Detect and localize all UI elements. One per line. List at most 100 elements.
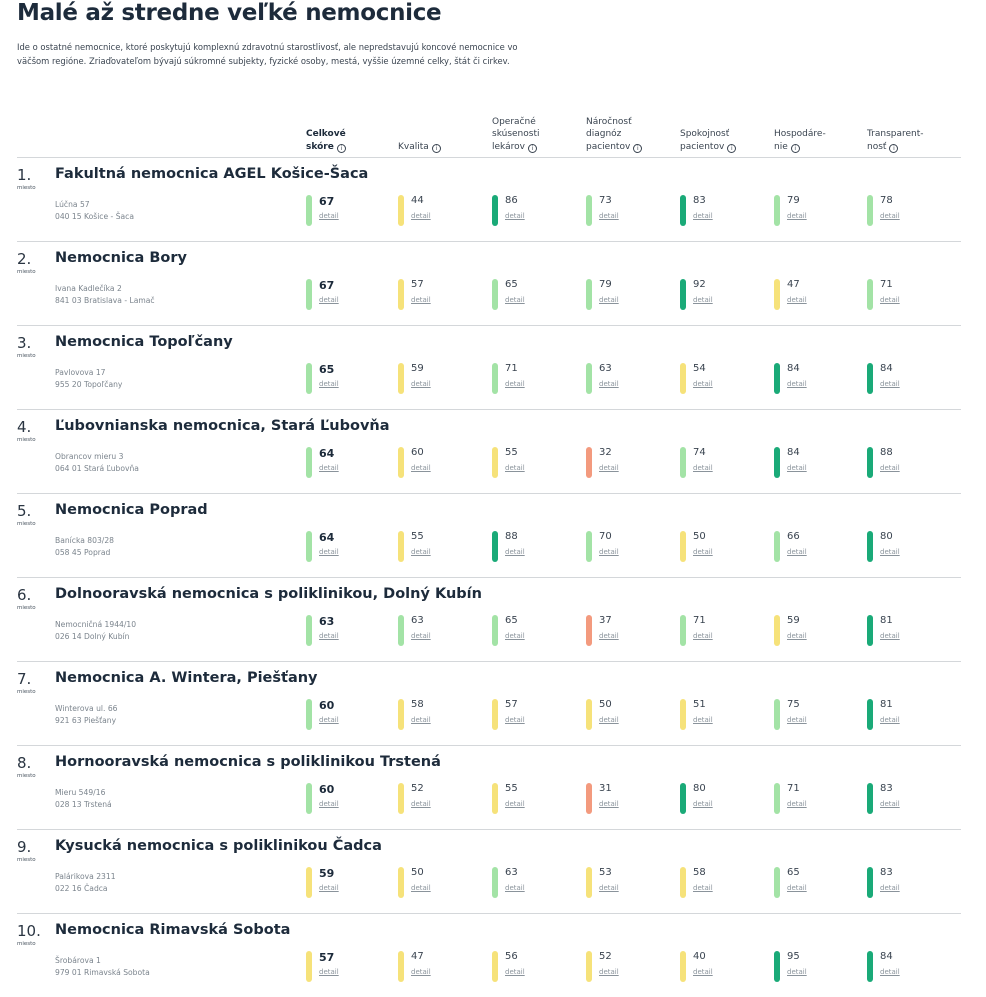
- hospital-name[interactable]: Nemocnica Poprad: [55, 502, 208, 518]
- detail-link[interactable]: detail: [319, 632, 339, 640]
- detail-link[interactable]: detail: [787, 884, 807, 892]
- detail-link[interactable]: detail: [319, 800, 339, 808]
- detail-link[interactable]: detail: [505, 800, 525, 808]
- score-cell-spokojnost-pacientov: 51 detail: [680, 699, 760, 731]
- detail-link[interactable]: detail: [599, 380, 619, 388]
- detail-link[interactable]: detail: [880, 632, 900, 640]
- detail-link[interactable]: detail: [599, 296, 619, 304]
- detail-link[interactable]: detail: [319, 968, 339, 976]
- hospital-name[interactable]: Nemocnica Rimavská Sobota: [55, 922, 291, 938]
- detail-link[interactable]: detail: [880, 212, 900, 220]
- detail-link[interactable]: detail: [693, 548, 713, 556]
- detail-link[interactable]: detail: [505, 212, 525, 220]
- info-icon[interactable]: i: [431, 143, 441, 153]
- detail-link[interactable]: detail: [505, 380, 525, 388]
- detail-link[interactable]: detail: [505, 548, 525, 556]
- detail-link[interactable]: detail: [880, 800, 900, 808]
- detail-link[interactable]: detail: [599, 716, 619, 724]
- detail-link[interactable]: detail: [505, 632, 525, 640]
- detail-link[interactable]: detail: [411, 464, 431, 472]
- hospital-name[interactable]: Hornooravská nemocnica s poliklinikou Tr…: [55, 754, 441, 770]
- detail-link[interactable]: detail: [693, 716, 713, 724]
- hospital-name[interactable]: Dolnooravská nemocnica s poliklinikou, D…: [55, 586, 482, 602]
- detail-link[interactable]: detail: [787, 632, 807, 640]
- score-indicator-bar: [867, 279, 873, 310]
- detail-link[interactable]: detail: [599, 464, 619, 472]
- detail-link[interactable]: detail: [319, 464, 339, 472]
- detail-link[interactable]: detail: [599, 632, 619, 640]
- score-cell-transparentnost: 83 detail: [867, 783, 947, 815]
- detail-link[interactable]: detail: [693, 464, 713, 472]
- info-icon[interactable]: i: [527, 143, 537, 153]
- info-icon[interactable]: i: [633, 143, 643, 153]
- detail-link[interactable]: detail: [319, 296, 339, 304]
- hospital-name[interactable]: Nemocnica A. Wintera, Piešťany: [55, 670, 318, 686]
- detail-link[interactable]: detail: [319, 212, 339, 220]
- detail-link[interactable]: detail: [319, 380, 339, 388]
- detail-link[interactable]: detail: [411, 968, 431, 976]
- detail-link[interactable]: detail: [880, 548, 900, 556]
- detail-link[interactable]: detail: [787, 716, 807, 724]
- detail-link[interactable]: detail: [693, 632, 713, 640]
- detail-link[interactable]: detail: [787, 212, 807, 220]
- score-value: 51: [693, 699, 706, 710]
- score-indicator-bar: [680, 615, 686, 646]
- detail-link[interactable]: detail: [599, 968, 619, 976]
- detail-link[interactable]: detail: [693, 212, 713, 220]
- detail-link[interactable]: detail: [411, 884, 431, 892]
- detail-link[interactable]: detail: [693, 380, 713, 388]
- detail-link[interactable]: detail: [319, 716, 339, 724]
- detail-link[interactable]: detail: [411, 632, 431, 640]
- detail-link[interactable]: detail: [787, 464, 807, 472]
- hospital-name[interactable]: Ľubovnianska nemocnica, Stará Ľubovňa: [55, 418, 390, 434]
- info-icon[interactable]: i: [336, 143, 346, 153]
- detail-link[interactable]: detail: [411, 800, 431, 808]
- column-header-text: Operačné: [492, 116, 536, 127]
- detail-link[interactable]: detail: [505, 884, 525, 892]
- detail-link[interactable]: detail: [693, 800, 713, 808]
- detail-link[interactable]: detail: [693, 884, 713, 892]
- detail-link[interactable]: detail: [599, 884, 619, 892]
- info-icon[interactable]: i: [889, 143, 899, 153]
- hospital-name[interactable]: Fakultná nemocnica AGEL Košice-Šaca: [55, 166, 369, 182]
- detail-link[interactable]: detail: [787, 296, 807, 304]
- detail-link[interactable]: detail: [880, 716, 900, 724]
- column-header-text: Celkové: [306, 129, 346, 139]
- detail-link[interactable]: detail: [880, 968, 900, 976]
- detail-link[interactable]: detail: [787, 968, 807, 976]
- detail-link[interactable]: detail: [599, 548, 619, 556]
- detail-link[interactable]: detail: [693, 296, 713, 304]
- detail-link[interactable]: detail: [880, 884, 900, 892]
- detail-link[interactable]: detail: [505, 296, 525, 304]
- detail-link[interactable]: detail: [505, 968, 525, 976]
- detail-link[interactable]: detail: [880, 296, 900, 304]
- detail-link[interactable]: detail: [880, 380, 900, 388]
- detail-link[interactable]: detail: [411, 296, 431, 304]
- column-header-text: nosť: [867, 141, 887, 152]
- detail-link[interactable]: detail: [505, 716, 525, 724]
- hospital-name[interactable]: Kysucká nemocnica s poliklinikou Čadca: [55, 838, 382, 854]
- detail-link[interactable]: detail: [599, 800, 619, 808]
- score-value: 58: [693, 867, 706, 878]
- detail-link[interactable]: detail: [787, 548, 807, 556]
- detail-link[interactable]: detail: [411, 548, 431, 556]
- detail-link[interactable]: detail: [880, 464, 900, 472]
- detail-link[interactable]: detail: [319, 548, 339, 556]
- detail-link[interactable]: detail: [411, 380, 431, 388]
- detail-link[interactable]: detail: [319, 884, 339, 892]
- detail-link[interactable]: detail: [693, 968, 713, 976]
- hospital-name[interactable]: Nemocnica Bory: [55, 250, 187, 266]
- info-icon[interactable]: i: [727, 143, 737, 153]
- detail-link[interactable]: detail: [787, 800, 807, 808]
- detail-link[interactable]: detail: [787, 380, 807, 388]
- rank-number: 4.: [17, 418, 32, 436]
- row-divider: [17, 913, 961, 914]
- info-icon[interactable]: i: [790, 143, 800, 153]
- detail-link[interactable]: detail: [599, 212, 619, 220]
- detail-link[interactable]: detail: [505, 464, 525, 472]
- detail-link[interactable]: detail: [411, 212, 431, 220]
- hospital-name[interactable]: Nemocnica Topoľčany: [55, 334, 233, 350]
- detail-link[interactable]: detail: [411, 716, 431, 724]
- score-value: 71: [505, 363, 518, 374]
- score-value: 65: [505, 615, 518, 626]
